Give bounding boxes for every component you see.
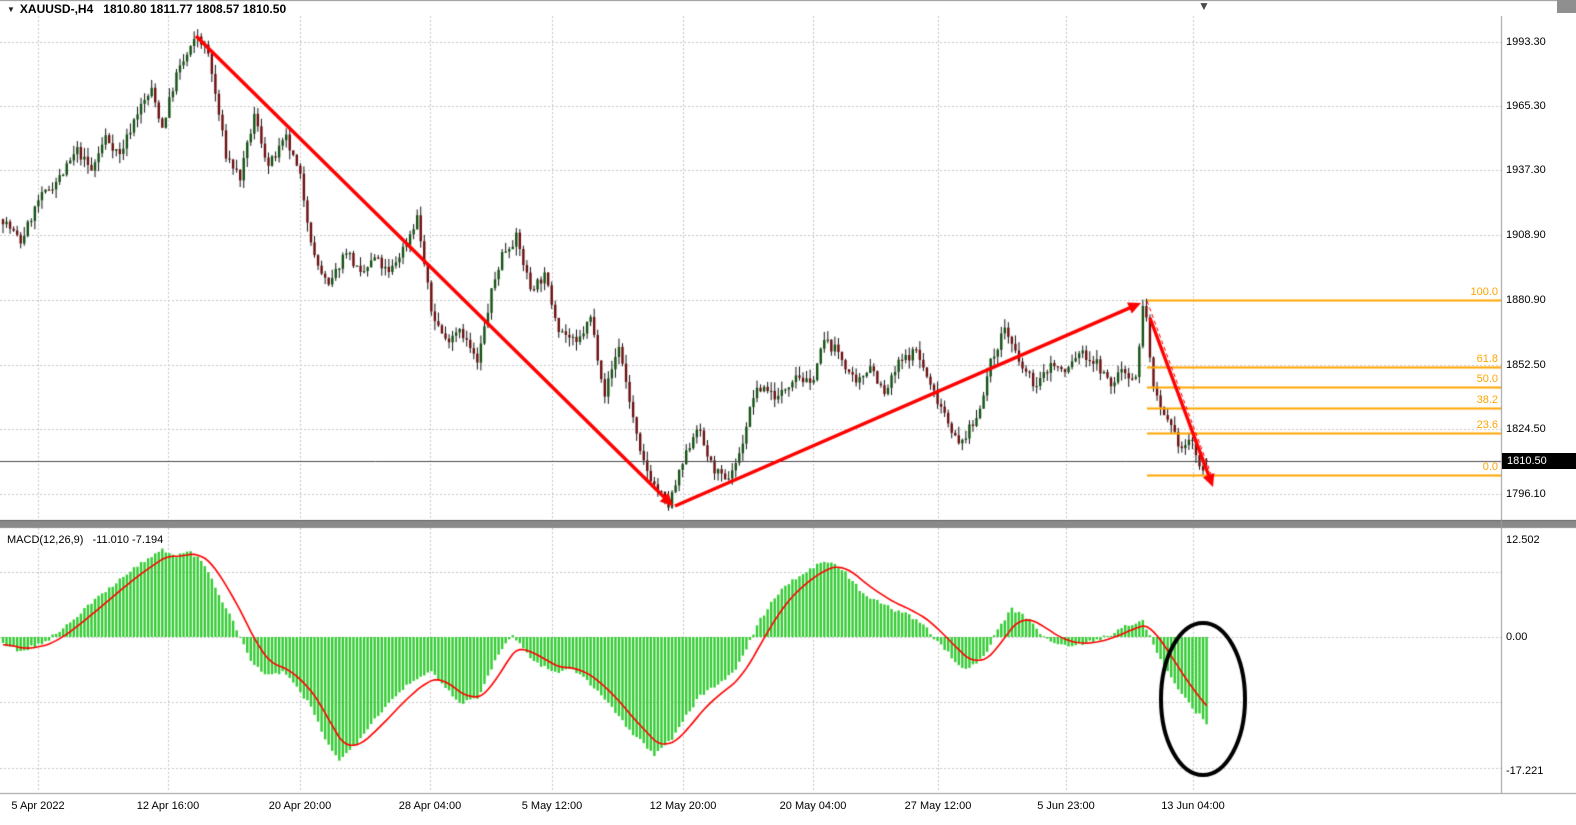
mt4-chart-window: ▼ XAUUSD-,H4 1810.80 1811.77 1808.57 181… bbox=[0, 0, 1576, 825]
chart-canvas[interactable] bbox=[0, 0, 1576, 825]
